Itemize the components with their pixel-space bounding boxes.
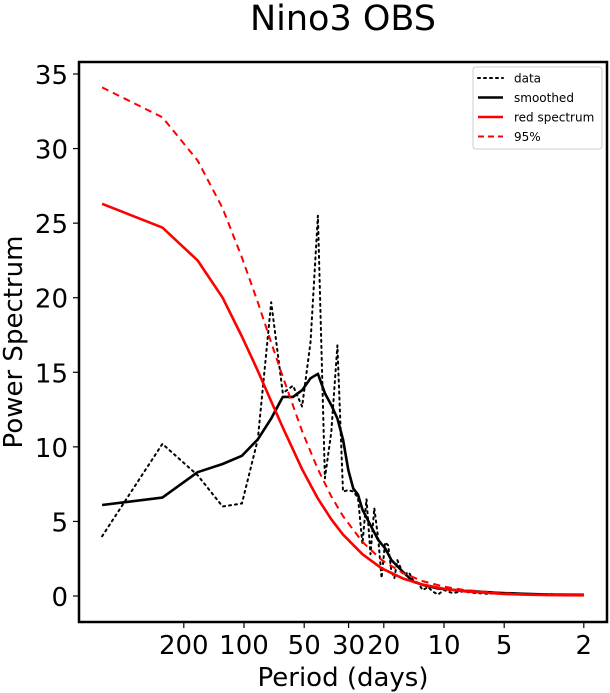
x-tick-label: 2 (576, 631, 593, 661)
legend-item-smoothed: smoothed (478, 91, 574, 105)
legend-item-95-percent: 95% (478, 130, 541, 144)
series-layer (101, 86, 585, 597)
series-data (101, 214, 585, 596)
y-tick-label: 25 (35, 210, 68, 240)
series-red-spectrum (101, 202, 584, 597)
x-tick-label: 50 (288, 631, 321, 661)
y-tick-label: 20 (35, 285, 68, 315)
series-95-percent (101, 86, 584, 597)
x-tick-label: 100 (219, 631, 269, 661)
legend-item-red-spectrum: red spectrum (478, 111, 594, 125)
x-tick-label: 5 (496, 631, 513, 661)
legend-item-data: data (477, 72, 541, 86)
y-tick-label: 35 (35, 61, 68, 91)
chart-title: Nino3 OBS (250, 0, 436, 39)
legend-label: red spectrum (514, 111, 594, 125)
red-spectrum-line (101, 202, 584, 597)
plot-frame (77, 60, 609, 624)
data-line (101, 214, 585, 596)
y-tick-label: 10 (35, 434, 68, 464)
y-tick-label: 5 (51, 508, 68, 538)
legend-box (472, 66, 603, 150)
95-percent-line (101, 86, 584, 597)
x-axis: 200 100 50 30 20 10 5 2 (159, 622, 592, 661)
y-axis-label: Power Spectrum (0, 236, 29, 449)
y-tick-label: 0 (51, 583, 68, 613)
x-tick-label: 10 (427, 631, 460, 661)
legend-label: smoothed (514, 91, 574, 105)
y-tick-label: 30 (35, 136, 68, 166)
legend-label: data (514, 72, 541, 86)
x-tick-label: 200 (159, 631, 209, 661)
y-tick-label: 15 (35, 359, 68, 389)
y-axis: 0 5 10 15 20 25 30 35 (35, 61, 79, 613)
legend-label: 95% (514, 130, 541, 144)
x-axis-label: Period (days) (258, 663, 429, 693)
legend: data smoothed red spectrum 95% (472, 66, 603, 150)
x-tick-label: 20 (367, 631, 400, 661)
x-tick-label: 30 (332, 631, 365, 661)
